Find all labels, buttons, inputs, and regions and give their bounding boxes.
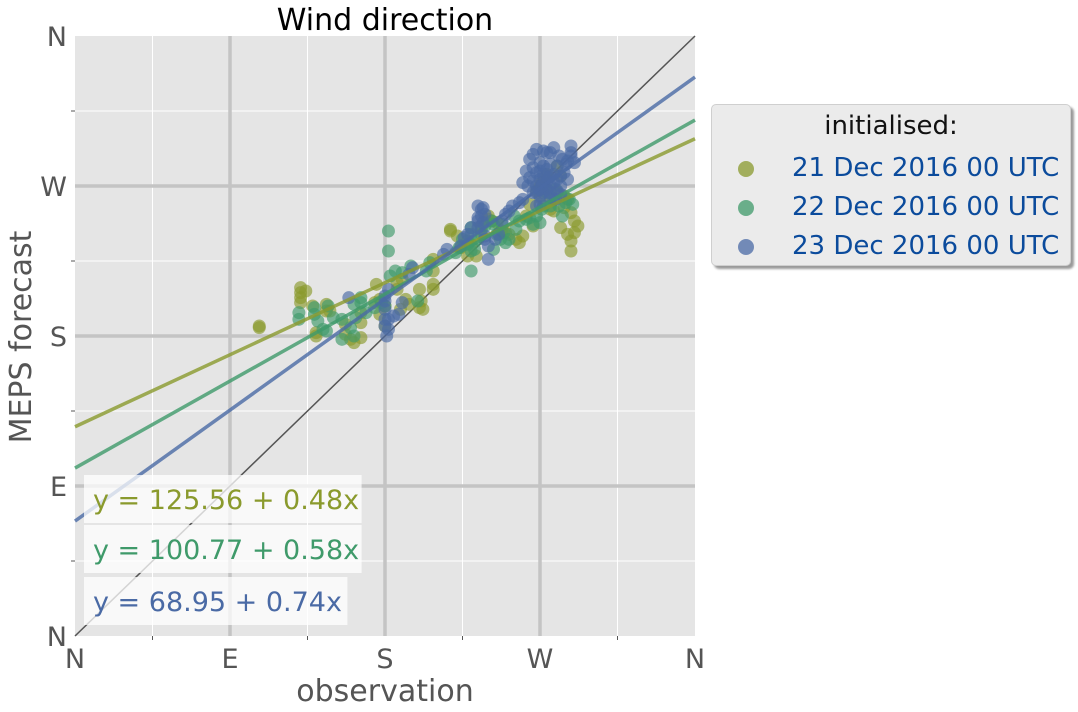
data-point-series-1 — [294, 296, 308, 310]
data-point-series-1 — [571, 219, 585, 233]
data-point-series-2 — [533, 216, 547, 230]
x-tick-label: N — [685, 644, 705, 675]
y-tick-labels: N E S W N — [40, 22, 67, 653]
x-axis-label: observation — [296, 674, 473, 709]
data-point-series-2 — [307, 301, 321, 315]
x-tick-label: W — [527, 644, 554, 675]
legend-marker-21-dec — [738, 161, 754, 177]
regression-equations: y = 125.56 + 0.48x y = 100.77 + 0.58x y = … — [84, 475, 362, 625]
data-point-series-2 — [381, 244, 395, 258]
legend-item-23-dec: 23 Dec 2016 00 UTC — [738, 231, 1068, 271]
data-point-series-3 — [561, 172, 575, 186]
equation-box-series-1 — [84, 475, 362, 523]
chart-title: Wind direction — [277, 3, 493, 38]
y-tick-label: S — [50, 322, 67, 353]
legend-marker-22-dec — [738, 200, 754, 216]
x-tick-label: E — [221, 644, 238, 675]
data-point-series-1 — [299, 284, 313, 298]
y-tick-label: E — [50, 472, 67, 503]
legend-title: initialised: — [824, 111, 958, 141]
equation-text-series-1: y = 125.56 + 0.48x — [93, 485, 359, 516]
data-point-series-3 — [516, 176, 530, 190]
data-point-series-1 — [561, 227, 575, 241]
equation-box-series-3 — [84, 577, 348, 625]
y-tick-label: W — [40, 172, 67, 203]
legend-item-22-dec: 22 Dec 2016 00 UTC — [738, 192, 1068, 232]
regression-line-series-2 — [74, 118, 696, 470]
legend-label-23-dec: 23 Dec 2016 00 UTC — [792, 231, 1060, 261]
data-point-series-1 — [412, 282, 426, 296]
data-point-series-3 — [392, 307, 406, 321]
legend: initialised: 21 Dec 2016 00 UTC 22 Dec 2… — [711, 104, 1071, 266]
legend-item-21-dec: 21 Dec 2016 00 UTC — [738, 153, 1068, 193]
data-point-series-1 — [426, 282, 440, 296]
data-point-series-2 — [555, 209, 569, 223]
data-point-series-3 — [481, 252, 495, 266]
legend-label-21-dec: 21 Dec 2016 00 UTC — [792, 153, 1060, 183]
data-point-series-3 — [519, 164, 533, 178]
regression-line-series-3 — [73, 75, 697, 523]
equation-box-series-2 — [84, 525, 362, 573]
data-point-series-3 — [381, 322, 395, 336]
data-point-series-3 — [478, 207, 492, 221]
data-point-series-2 — [335, 332, 349, 346]
equation-text-series-3: y = 68.95 + 0.74x — [93, 587, 342, 618]
x-tick-label: N — [65, 644, 85, 675]
data-point-series-2 — [464, 264, 478, 278]
data-point-series-3 — [395, 296, 409, 310]
data-point-series-1 — [564, 244, 578, 258]
minor-tick-marks — [71, 110, 618, 640]
data-point-series-2 — [347, 329, 361, 343]
data-point-series-2 — [381, 224, 395, 238]
legend-marker-23-dec — [738, 239, 754, 255]
y-tick-label: N — [47, 622, 67, 653]
data-point-series-2 — [411, 294, 425, 308]
data-point-series-1 — [252, 321, 266, 335]
regression-line-series-1 — [74, 137, 696, 429]
y-tick-label: N — [47, 22, 67, 53]
x-tick-label: S — [376, 644, 393, 675]
legend-label-22-dec: 22 Dec 2016 00 UTC — [792, 192, 1060, 222]
y-axis-label: MEPS forecast — [4, 230, 39, 443]
data-point-series-2 — [566, 197, 580, 211]
regression-lines — [73, 75, 697, 523]
equation-text-series-2: y = 100.77 + 0.58x — [93, 535, 359, 566]
